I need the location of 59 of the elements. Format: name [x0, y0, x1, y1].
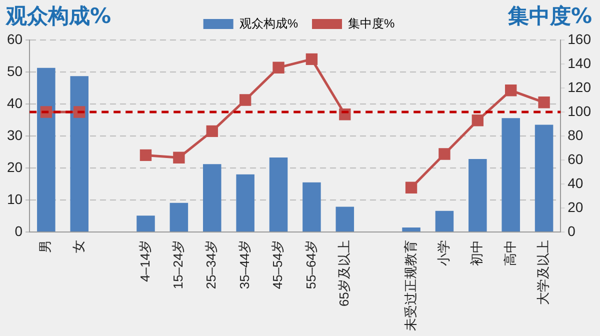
- bar: [402, 228, 420, 232]
- bar: [502, 118, 520, 232]
- x-tick-label: 大学及以上: [536, 240, 551, 305]
- x-tick-label: 4–14岁: [137, 240, 152, 282]
- bar: [37, 68, 56, 232]
- y2-tick-label: 100: [568, 102, 592, 119]
- point: [472, 114, 484, 126]
- point: [272, 62, 284, 74]
- y2-tick-label: 0: [568, 222, 576, 239]
- x-tick-label: 25–34岁: [204, 240, 219, 290]
- legend-label: 集中度%: [348, 16, 395, 30]
- y-tick-label: 30: [6, 126, 23, 143]
- x-tick-label: 65岁及以上: [336, 240, 352, 306]
- y2-tick-label: 140: [568, 54, 592, 71]
- point: [538, 96, 550, 108]
- y-tick-label: 0: [14, 222, 23, 239]
- bar: [236, 174, 254, 232]
- y2-tick-label: 80: [568, 126, 584, 143]
- bar: [302, 182, 321, 232]
- y-tick-label: 10: [6, 190, 23, 207]
- x-tick-label: 55–64岁: [303, 240, 318, 290]
- y2-tick-label: 20: [568, 198, 584, 215]
- point: [306, 53, 318, 66]
- point: [239, 94, 252, 106]
- y2-tick-label: 40: [568, 174, 584, 191]
- y-tick-label: 50: [6, 62, 23, 79]
- bar: [534, 124, 554, 232]
- y2-tick-label: 120: [568, 78, 592, 95]
- y-tick-label: 20: [6, 158, 23, 175]
- y2-axis-title: 集中度%: [508, 3, 592, 30]
- bar: [203, 164, 222, 232]
- bar: [170, 202, 188, 232]
- point: [140, 149, 152, 162]
- bar: [468, 159, 487, 232]
- y2-tick-label: 60: [568, 150, 584, 167]
- y-tick-label: 60: [6, 30, 23, 47]
- bar: [70, 76, 88, 232]
- point: [438, 148, 450, 160]
- bar: [136, 216, 155, 232]
- x-tick-label: 15–24岁: [170, 240, 186, 290]
- y2-tick-label: 160: [568, 30, 592, 47]
- x-tick-label: 初中: [469, 240, 484, 266]
- point: [206, 125, 218, 138]
- y-axis-title: 观众构成%: [6, 3, 112, 30]
- point: [505, 84, 517, 96]
- bar: [435, 210, 454, 232]
- point: [405, 182, 418, 194]
- legend-label: 观众构成%: [239, 16, 298, 30]
- bar: [269, 157, 288, 232]
- bar: [336, 206, 354, 232]
- y-tick-label: 40: [6, 94, 23, 111]
- x-tick-label: 45–54岁: [270, 240, 286, 290]
- x-tick-label: 男: [38, 240, 53, 253]
- x-tick-label: 女: [70, 240, 86, 253]
- x-tick-label: 高中: [502, 240, 518, 266]
- x-tick-label: 小学: [436, 240, 452, 266]
- x-tick-label: 未受过正规教育: [402, 240, 418, 331]
- x-tick-label: 35–44岁: [236, 240, 252, 290]
- point: [173, 152, 185, 164]
